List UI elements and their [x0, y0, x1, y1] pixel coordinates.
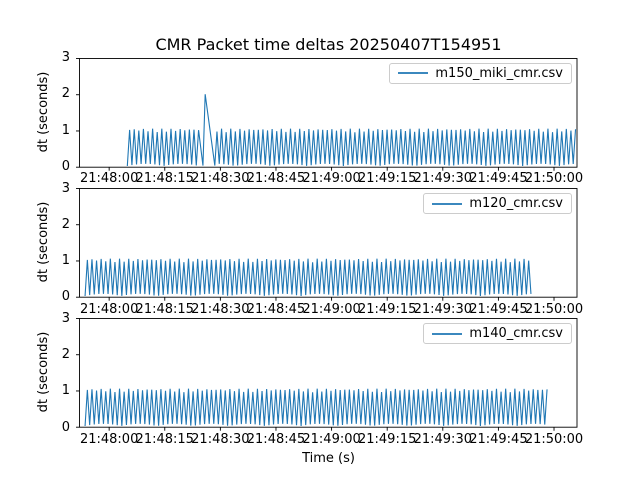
legend-line-icon — [432, 332, 463, 335]
y-tick-label: 3 — [61, 180, 70, 196]
y-axis-label: dt (seconds) — [36, 201, 51, 283]
x-tick-label: 21:48:15 — [135, 432, 194, 448]
chart-title: CMR Packet time deltas 20250407T154951 — [155, 35, 502, 54]
x-tick-label: 21:48:15 — [135, 301, 194, 317]
data-line — [84, 389, 548, 427]
legend-line-icon — [398, 72, 429, 74]
axes-area — [76, 188, 578, 301]
data-line — [126, 93, 577, 166]
x-tick-label: 21:48:45 — [246, 301, 306, 317]
axes-frame — [79, 318, 578, 429]
x-tick-label: 21:48:45 — [246, 171, 306, 187]
x-tick-label: 21:49:00 — [302, 171, 361, 187]
y-tick-label: 2 — [61, 86, 70, 102]
y-tick-label: 3 — [61, 310, 70, 326]
axes-area — [76, 57, 578, 171]
y-axis-label: dt (seconds) — [36, 332, 51, 413]
x-tick-label: 21:48:30 — [191, 432, 250, 448]
data-line — [84, 258, 532, 297]
x-tick-label: 21:49:30 — [413, 432, 472, 448]
x-tick-label: 21:49:15 — [357, 432, 417, 448]
legend-box: m120_cmr.csv — [423, 193, 572, 214]
x-tick-label: 21:50:00 — [524, 171, 584, 187]
y-tick-label: 2 — [61, 347, 70, 363]
legend-line-icon — [432, 202, 463, 205]
x-tick-label: 21:49:45 — [469, 171, 528, 187]
y-tick-label: 1 — [61, 252, 70, 268]
x-tick-label: 21:49:15 — [357, 171, 417, 187]
legend-label: m140_cmr.csv — [469, 326, 563, 342]
x-tick-label: 21:49:30 — [413, 171, 472, 187]
y-axis-label: dt (seconds) — [36, 71, 51, 152]
y-tick-label: 0 — [61, 419, 70, 435]
x-tick-label: 21:48:00 — [79, 301, 139, 317]
y-tick-label: 1 — [61, 383, 70, 399]
x-tick-label: 21:49:45 — [469, 301, 528, 317]
x-tick-label: 21:49:00 — [302, 432, 361, 448]
y-tick-label: 3 — [61, 50, 70, 66]
y-tick-label: 0 — [61, 289, 70, 305]
x-tick-label: 21:48:30 — [191, 171, 250, 187]
y-tick-label: 1 — [61, 122, 70, 138]
legend-label: m120_cmr.csv — [469, 196, 563, 211]
x-tick-label: 21:48:00 — [79, 432, 139, 448]
x-tick-label: 21:48:15 — [135, 171, 194, 187]
x-tick-label: 21:48:00 — [79, 171, 139, 187]
y-tick-label: 2 — [61, 216, 70, 232]
x-tick-label: 21:49:00 — [302, 301, 361, 317]
x-tick-label: 21:49:45 — [469, 432, 528, 448]
axes-frame — [79, 188, 578, 298]
x-tick-label: 21:50:00 — [524, 301, 584, 317]
x-tick-label: 21:48:30 — [191, 301, 250, 317]
x-tick-label: 21:49:30 — [413, 301, 472, 317]
x-axis-title: Time (s) — [302, 451, 355, 466]
legend-label: m150_miki_cmr.csv — [435, 65, 563, 81]
axes-frame — [79, 57, 578, 168]
axes-area — [76, 318, 578, 432]
y-tick-label: 0 — [61, 158, 70, 174]
legend-box: m150_miki_cmr.csv — [389, 62, 572, 84]
x-tick-label: 21:48:45 — [246, 432, 306, 448]
x-tick-label: 21:49:15 — [357, 301, 417, 317]
x-tick-label: 21:50:00 — [524, 432, 584, 448]
legend-box: m140_cmr.csv — [423, 323, 572, 345]
